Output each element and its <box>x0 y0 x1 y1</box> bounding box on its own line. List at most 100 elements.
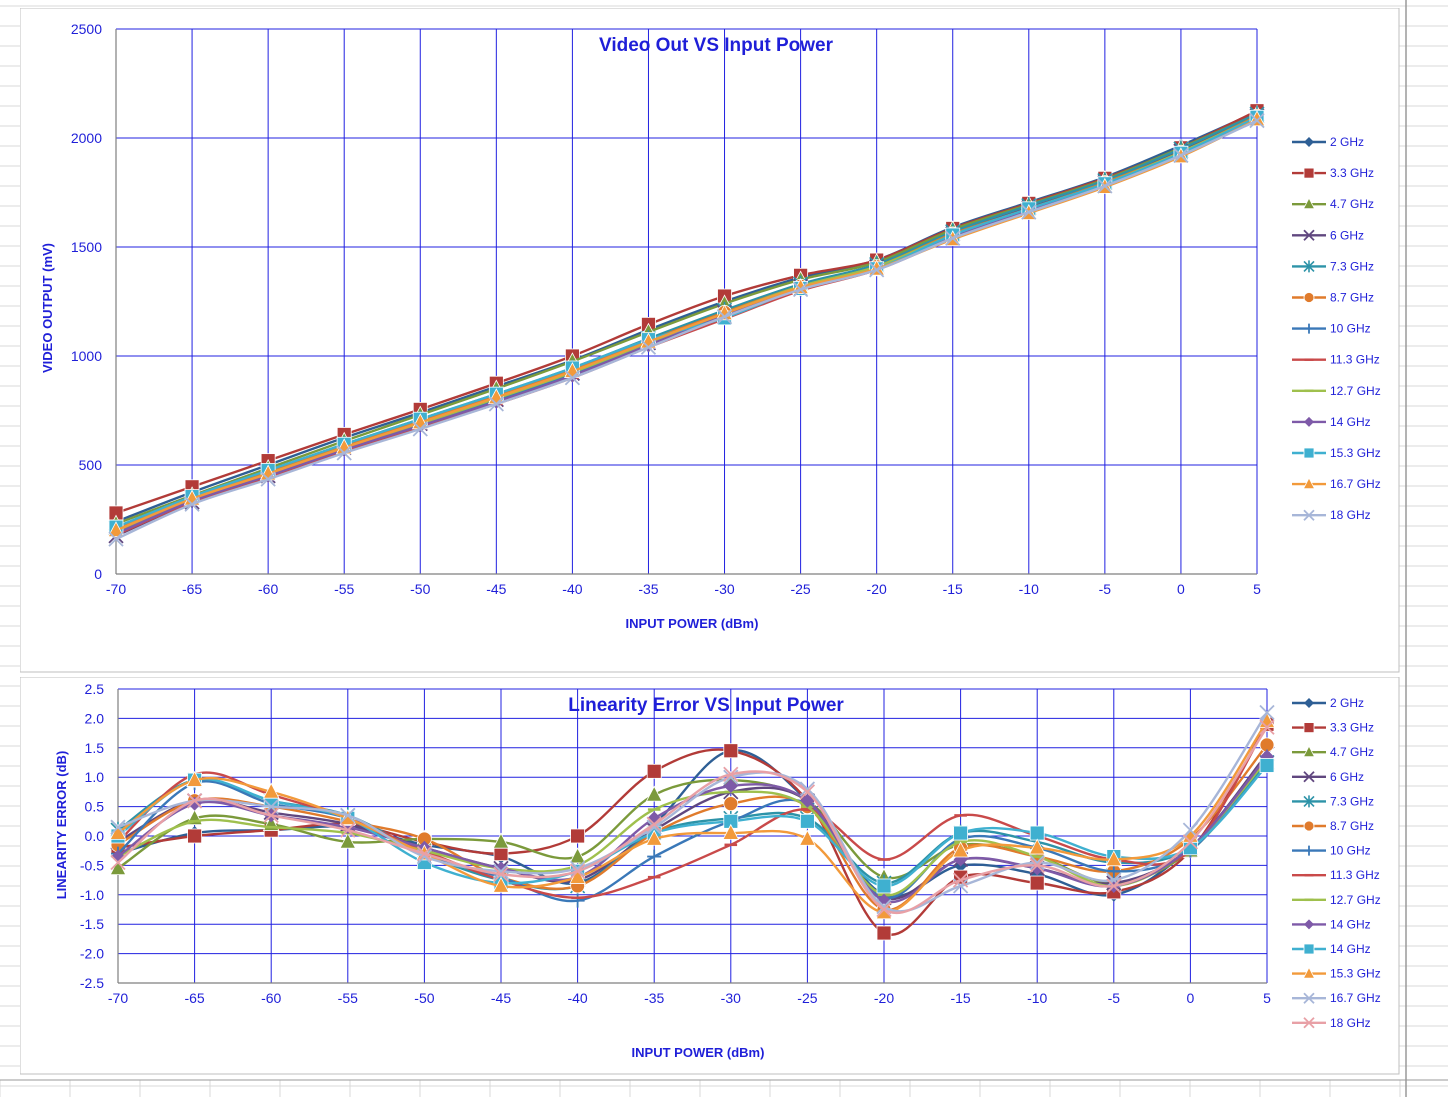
x-tick-label: -65 <box>184 990 204 1006</box>
x-tick-label: 5 <box>1263 990 1271 1006</box>
x-tick-label: -10 <box>1027 990 1047 1006</box>
series-line <box>117 720 1268 914</box>
legend-label: 11.3 GHz <box>1330 353 1380 367</box>
data-point <box>800 793 815 808</box>
data-point <box>570 893 585 908</box>
data-point <box>493 866 509 882</box>
data-point <box>1303 795 1315 808</box>
legend-entry: 7.3 GHz <box>1292 259 1374 273</box>
y-tick-label: -0.5 <box>80 857 104 873</box>
data-point <box>1029 857 1045 874</box>
data-point <box>800 813 815 829</box>
data-point <box>1304 919 1314 930</box>
data-point <box>645 785 663 802</box>
x-tick-label: 0 <box>1187 990 1195 1006</box>
data-point <box>493 846 509 862</box>
y-tick-label: -1.0 <box>80 887 104 903</box>
y-tick-label: 2.5 <box>85 681 105 697</box>
data-point <box>1303 229 1315 241</box>
data-point <box>570 828 585 844</box>
data-point <box>340 822 356 838</box>
data-point <box>107 521 125 538</box>
x-tick-label: -20 <box>867 581 887 597</box>
x-tick-label: -35 <box>644 990 664 1006</box>
data-point <box>1173 147 1189 164</box>
data-point <box>184 496 200 512</box>
series-line <box>117 726 1268 915</box>
data-point <box>716 309 733 325</box>
data-point <box>1304 845 1314 856</box>
data-point <box>1182 834 1199 850</box>
data-point <box>416 846 433 862</box>
data-point <box>799 784 816 800</box>
linearity-error-chart: -70 -65 -60 -55 -50 -45 -40 -35 -30 -25 -20 -15 -10-… <box>20 677 1400 1075</box>
x-tick-label: -55 <box>338 990 358 1006</box>
x-tick-label: -45 <box>491 990 511 1006</box>
x-tick-label: 5 <box>1253 581 1261 597</box>
data-point <box>953 825 968 841</box>
x-tick-label: -50 <box>410 581 430 597</box>
data-point <box>952 841 969 858</box>
data-point <box>186 770 203 787</box>
y-tick-label: 0.5 <box>85 799 105 815</box>
data-point <box>262 782 280 799</box>
data-point <box>1182 822 1199 838</box>
y-tick-label: 1500 <box>71 239 102 255</box>
data-point <box>952 872 969 888</box>
data-point <box>339 832 357 849</box>
legend-label: 12.7 GHz <box>1330 893 1381 907</box>
y-tick-label: 1.5 <box>85 740 105 756</box>
data-point <box>1303 447 1315 459</box>
legend-entry: 6 GHz <box>1292 770 1364 784</box>
legend-label: 6 GHz <box>1330 770 1364 784</box>
legend-entry: 12.7 GHz <box>1292 893 1381 907</box>
data-point <box>876 878 892 894</box>
x-tick-label: -30 <box>721 990 741 1006</box>
y-tick-label: 2500 <box>71 21 102 37</box>
data-point <box>187 828 203 844</box>
legend-entry: 2 GHz <box>1292 696 1364 710</box>
data-point <box>1029 825 1045 841</box>
x-tick-label: -5 <box>1108 990 1121 1006</box>
x-tick-label: -70 <box>106 581 126 597</box>
data-point <box>1106 864 1121 879</box>
legend-label: 10 GHz <box>1330 322 1371 336</box>
data-point <box>492 832 510 849</box>
data-point <box>1302 966 1316 979</box>
y-tick-label: 1000 <box>71 348 102 364</box>
legend-entry: 8.7 GHz <box>1292 819 1374 833</box>
data-point <box>1303 260 1315 273</box>
legend-label: 2 GHz <box>1330 135 1364 149</box>
legend-entry: 8.7 GHz <box>1292 291 1374 305</box>
legend-entry: 18 GHz <box>1292 1016 1371 1030</box>
data-point <box>876 901 892 918</box>
data-point <box>799 829 816 846</box>
x-tick-label: -5 <box>1099 581 1112 597</box>
legend-label: 8.7 GHz <box>1330 819 1374 833</box>
legend-entry: 14 GHz <box>1292 917 1371 931</box>
y-tick-label: 0 <box>94 566 102 582</box>
x-axis-title: INPUT POWER (dBm) <box>632 1045 765 1060</box>
data-point <box>110 854 126 871</box>
data-point <box>869 262 885 278</box>
data-point <box>1259 719 1275 735</box>
x-tick-label: -55 <box>334 581 354 597</box>
data-point <box>110 819 126 835</box>
x-tick-label: -40 <box>562 581 582 597</box>
data-point <box>1302 477 1316 490</box>
y-axis-title: LINEARITY ERROR (dB) <box>54 751 69 900</box>
x-tick-label: -60 <box>258 581 278 597</box>
data-point <box>493 863 509 879</box>
data-point <box>1303 820 1315 832</box>
y-tick-label: -1.5 <box>80 916 104 932</box>
legend-entry: 2 GHz <box>1292 135 1364 149</box>
data-point <box>488 396 504 412</box>
legend: 2 GHz 3.3 GHz 4.7 GHz 6 GHz 7.3 GHz 8.7 GHz 10… <box>1292 696 1381 1030</box>
data-point <box>723 796 739 812</box>
legend-label: 16.7 GHz <box>1330 991 1381 1005</box>
x-tick-label: 0 <box>1177 581 1185 597</box>
x-tick-label: -60 <box>261 990 281 1006</box>
x-tick-label: -15 <box>943 581 963 597</box>
y-tick-label: 1.0 <box>85 769 105 785</box>
